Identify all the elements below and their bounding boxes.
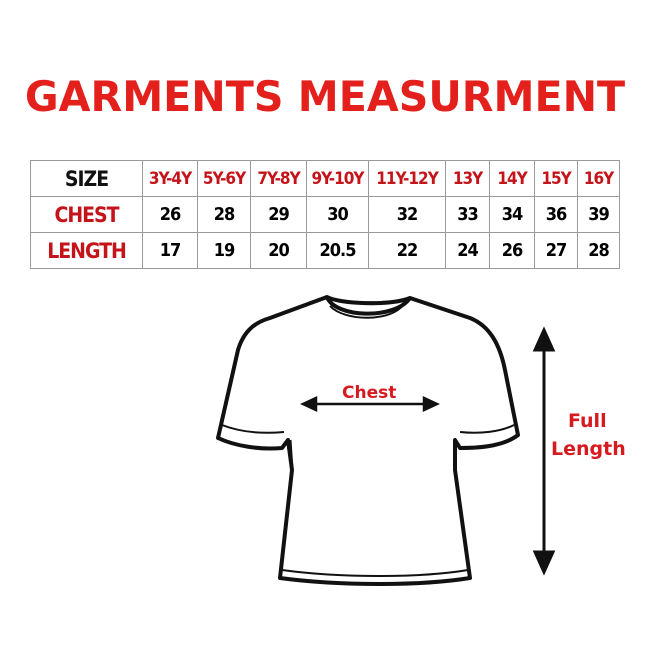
- size-header: 15Y: [534, 160, 578, 197]
- size-label: SIZE: [30, 160, 143, 197]
- full-length-label-line2: Length: [551, 438, 626, 460]
- page-title: GARMENTS MEASURMENT: [24, 72, 626, 121]
- length-cell: 26: [489, 232, 535, 269]
- length-cell: 17: [142, 232, 198, 269]
- chest-cell: 36: [534, 196, 578, 233]
- chest-cell: 32: [368, 196, 446, 233]
- chest-label-diagram: Chest: [342, 383, 397, 403]
- length-cell: 24: [445, 232, 490, 269]
- length-cell: 20: [250, 232, 307, 269]
- chest-cell: 30: [306, 196, 369, 233]
- length-cell: 19: [197, 232, 251, 269]
- chest-label: CHEST: [30, 196, 143, 233]
- size-header: 16Y: [577, 160, 620, 197]
- length-cell: 28: [577, 232, 620, 269]
- length-cell: 22: [368, 232, 446, 269]
- full-length-label-line1: Full: [568, 410, 607, 432]
- chest-cell: 33: [445, 196, 490, 233]
- length-row: LENGTH 17 19 20 20.5 22 24 26 27 28: [30, 232, 620, 269]
- chest-row: CHEST 26 28 29 30 32 33 34 36 39: [30, 196, 620, 233]
- chest-cell: 28: [197, 196, 251, 233]
- size-header: 11Y-12Y: [368, 160, 446, 197]
- chest-arrow-icon: [300, 396, 440, 412]
- length-label: LENGTH: [30, 232, 143, 269]
- length-cell: 20.5: [306, 232, 369, 269]
- size-row: SIZE 3Y-4Y 5Y-6Y 7Y-8Y 9Y-10Y 11Y-12Y 13…: [30, 160, 620, 197]
- length-arrow-icon: [532, 326, 556, 576]
- chest-cell: 39: [577, 196, 620, 233]
- size-header: 5Y-6Y: [197, 160, 251, 197]
- tshirt-outline-icon: [216, 295, 520, 586]
- size-chart-table: SIZE 3Y-4Y 5Y-6Y 7Y-8Y 9Y-10Y 11Y-12Y 13…: [30, 160, 620, 269]
